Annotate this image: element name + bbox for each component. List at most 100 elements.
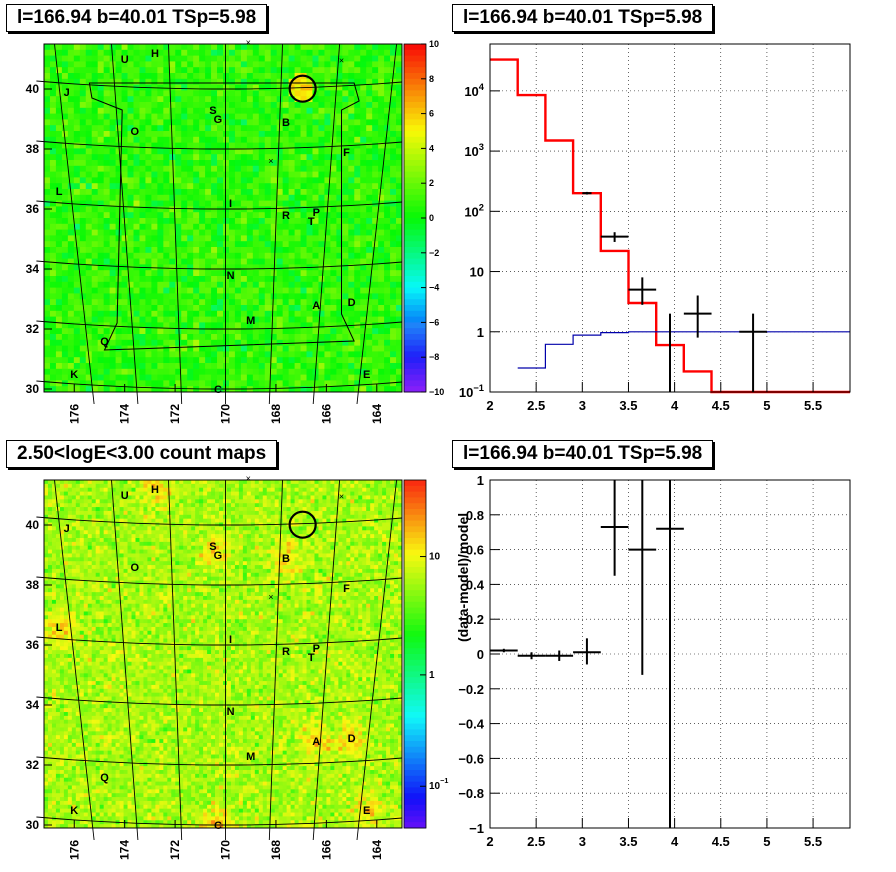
map-pixel [85, 206, 93, 213]
map-pixel [97, 154, 105, 161]
map-pixel [258, 380, 266, 387]
map-pixel [71, 576, 77, 581]
map-pixel [175, 264, 182, 271]
map-pixel [127, 148, 134, 155]
map-pixel [49, 194, 57, 201]
map-pixel [264, 223, 272, 230]
map-pixel [75, 630, 81, 636]
colorbar-cell [404, 96, 426, 103]
map-pixel [127, 44, 134, 51]
map-pixel [87, 541, 93, 547]
colorbar-cell [404, 339, 426, 347]
map-pixel [181, 310, 188, 317]
map-pixel [264, 171, 272, 178]
map-pixel [348, 119, 355, 126]
map-pixel [103, 119, 111, 126]
map-pixel [109, 276, 116, 283]
map-pixel [169, 194, 176, 201]
map-pixel [55, 171, 63, 178]
map-pixel [181, 148, 188, 155]
map-pixel [246, 322, 254, 329]
map-pixel [44, 630, 49, 636]
map-pixel [258, 200, 266, 207]
map-pixel [396, 44, 403, 51]
map-pixel [258, 229, 266, 236]
map-pixel [139, 374, 146, 381]
map-pixel [330, 322, 337, 329]
map-pixel [348, 113, 355, 120]
map-pixel [169, 310, 176, 317]
map-pixel [44, 328, 51, 335]
map-pixel [384, 281, 391, 288]
map-pixel [228, 276, 236, 283]
map-pixel [318, 200, 325, 207]
map-pixel [312, 281, 319, 288]
map-pixel [115, 119, 122, 126]
map-pixel [217, 368, 224, 375]
map-pixel [67, 541, 73, 547]
map-pixel [75, 781, 81, 786]
map-pixel [348, 316, 355, 323]
map-pixel [300, 374, 307, 381]
map-pixel [79, 719, 85, 724]
map-pixel [87, 626, 93, 632]
map-pixel [103, 148, 111, 155]
map-pixel [51, 723, 57, 728]
map-pixel [79, 310, 87, 317]
map-pixel [234, 131, 242, 138]
map-pixel [342, 386, 349, 393]
map-pixel [181, 386, 188, 393]
map-pixel [103, 287, 111, 294]
map-pixel [79, 654, 85, 659]
map-pixel [252, 264, 260, 271]
map-pixel [175, 78, 182, 85]
map-pixel [44, 712, 49, 717]
map-pixel [61, 148, 69, 155]
map-pixel [187, 55, 194, 62]
map-pixel [91, 750, 97, 755]
map-pixel [246, 357, 254, 364]
map-pixel [44, 276, 51, 283]
map-pixel [342, 73, 349, 80]
longitude-line [356, 43, 398, 405]
map-pixel [83, 561, 89, 566]
map-pixel [163, 183, 170, 190]
map-pixel [390, 160, 397, 167]
map-pixel [55, 727, 61, 732]
map-pixel [378, 241, 385, 248]
map-pixel [61, 165, 69, 172]
map-pixel [151, 107, 158, 114]
map-pixel [91, 684, 97, 690]
map-pixel [330, 142, 337, 149]
map-pixel [151, 322, 158, 329]
map-pixel [240, 252, 248, 259]
map-pixel [115, 44, 122, 51]
map-pixel [44, 777, 49, 782]
map-pixel [55, 44, 63, 51]
map-pixel [44, 797, 49, 802]
map-pixel [193, 345, 200, 352]
map-pixel [83, 777, 89, 782]
map-pixel [47, 692, 53, 697]
map-pixel [61, 44, 69, 51]
map-pixel [79, 183, 87, 190]
map-pixel [324, 368, 331, 375]
map-pixel [211, 84, 218, 91]
map-pixel [49, 241, 57, 248]
map-pixel [121, 107, 128, 114]
map-pixel [97, 223, 105, 230]
map-pixel [276, 148, 284, 155]
map-pixel [91, 746, 97, 752]
map-pixel [336, 351, 343, 358]
map-pixel [44, 762, 49, 767]
map-pixel [61, 73, 69, 80]
map-pixel [276, 252, 284, 259]
map-pixel [47, 781, 53, 786]
map-pixel [127, 328, 134, 335]
map-pixel [127, 380, 134, 387]
map-pixel [95, 495, 101, 500]
map-pixel [234, 113, 242, 120]
map-pixel [312, 316, 319, 323]
map-pixel [360, 49, 367, 56]
map-pixel [91, 483, 97, 489]
